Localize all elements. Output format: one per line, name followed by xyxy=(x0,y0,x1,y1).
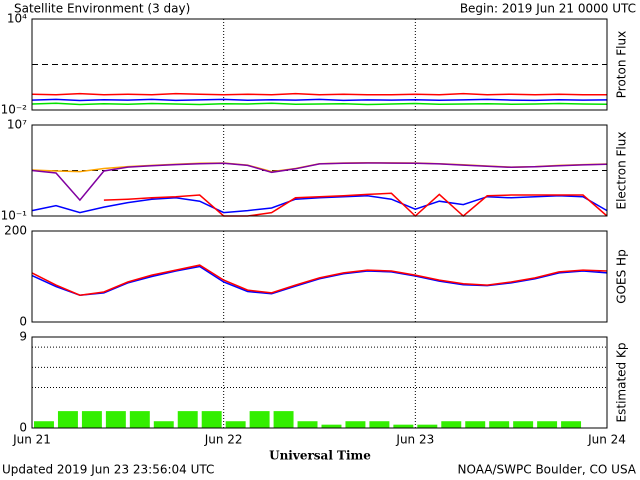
x-tick-label: Jun 21 xyxy=(12,433,51,447)
panel-frame xyxy=(31,124,608,217)
series-line xyxy=(31,92,607,96)
bar xyxy=(513,421,534,428)
chart-title: Satellite Environment (3 day) xyxy=(14,2,190,16)
bar xyxy=(249,411,270,428)
series-line xyxy=(31,195,608,214)
bar xyxy=(34,421,54,428)
updated-time: Updated 2019 Jun 23 23:56:04 UTC xyxy=(2,463,214,477)
y-tick-label: 0 xyxy=(19,421,27,435)
bar xyxy=(441,421,462,428)
y-tick-label: 9 xyxy=(19,330,27,344)
series-line xyxy=(31,162,608,202)
y-tick-label: 200 xyxy=(4,224,27,238)
bar xyxy=(129,411,150,428)
panel-frame xyxy=(31,230,608,323)
bar xyxy=(177,411,198,428)
bar xyxy=(393,424,414,428)
y-axis-label: Proton Flux xyxy=(615,31,629,98)
y-axis-label: GOES Hp xyxy=(615,249,629,303)
bar xyxy=(489,421,510,428)
bar xyxy=(537,421,558,428)
panel-frame xyxy=(31,336,608,429)
x-tick-label: Jun 22 xyxy=(204,433,243,447)
series-line xyxy=(31,264,608,296)
bar xyxy=(153,421,174,428)
y-axis-label: Electron Flux xyxy=(615,132,629,210)
bar xyxy=(345,421,366,428)
bar xyxy=(81,411,102,428)
y-tick-label: 10⁻² xyxy=(1,103,28,117)
y-axis-label: Estimated Kp xyxy=(615,343,629,423)
x-tick-label: Jun 24 xyxy=(587,433,626,447)
series-line xyxy=(31,98,608,102)
bar xyxy=(465,421,486,428)
bar xyxy=(225,421,246,428)
y-tick-label: 10⁻¹ xyxy=(1,209,28,223)
x-tick-label: Jun 23 xyxy=(395,433,434,447)
bar xyxy=(561,421,582,428)
series-line xyxy=(103,192,608,218)
credit: NOAA/SWPC Boulder, CO USA xyxy=(458,463,637,477)
y-tick-label: 10⁷ xyxy=(7,118,27,132)
bar xyxy=(321,424,342,428)
panel-frame xyxy=(31,18,608,111)
series-line xyxy=(31,102,608,106)
bar xyxy=(369,421,390,428)
begin-time: Begin: 2019 Jun 21 0000 UTC xyxy=(460,2,636,16)
y-tick-label: 0 xyxy=(19,315,27,329)
series-line xyxy=(31,265,608,296)
bar xyxy=(417,424,438,428)
bar xyxy=(57,411,78,428)
y-tick-label: 10⁴ xyxy=(7,12,27,26)
bar xyxy=(201,411,222,428)
bar xyxy=(273,411,294,428)
x-axis-label: Universal Time xyxy=(269,449,371,463)
bar xyxy=(105,411,126,428)
bar xyxy=(297,421,318,428)
